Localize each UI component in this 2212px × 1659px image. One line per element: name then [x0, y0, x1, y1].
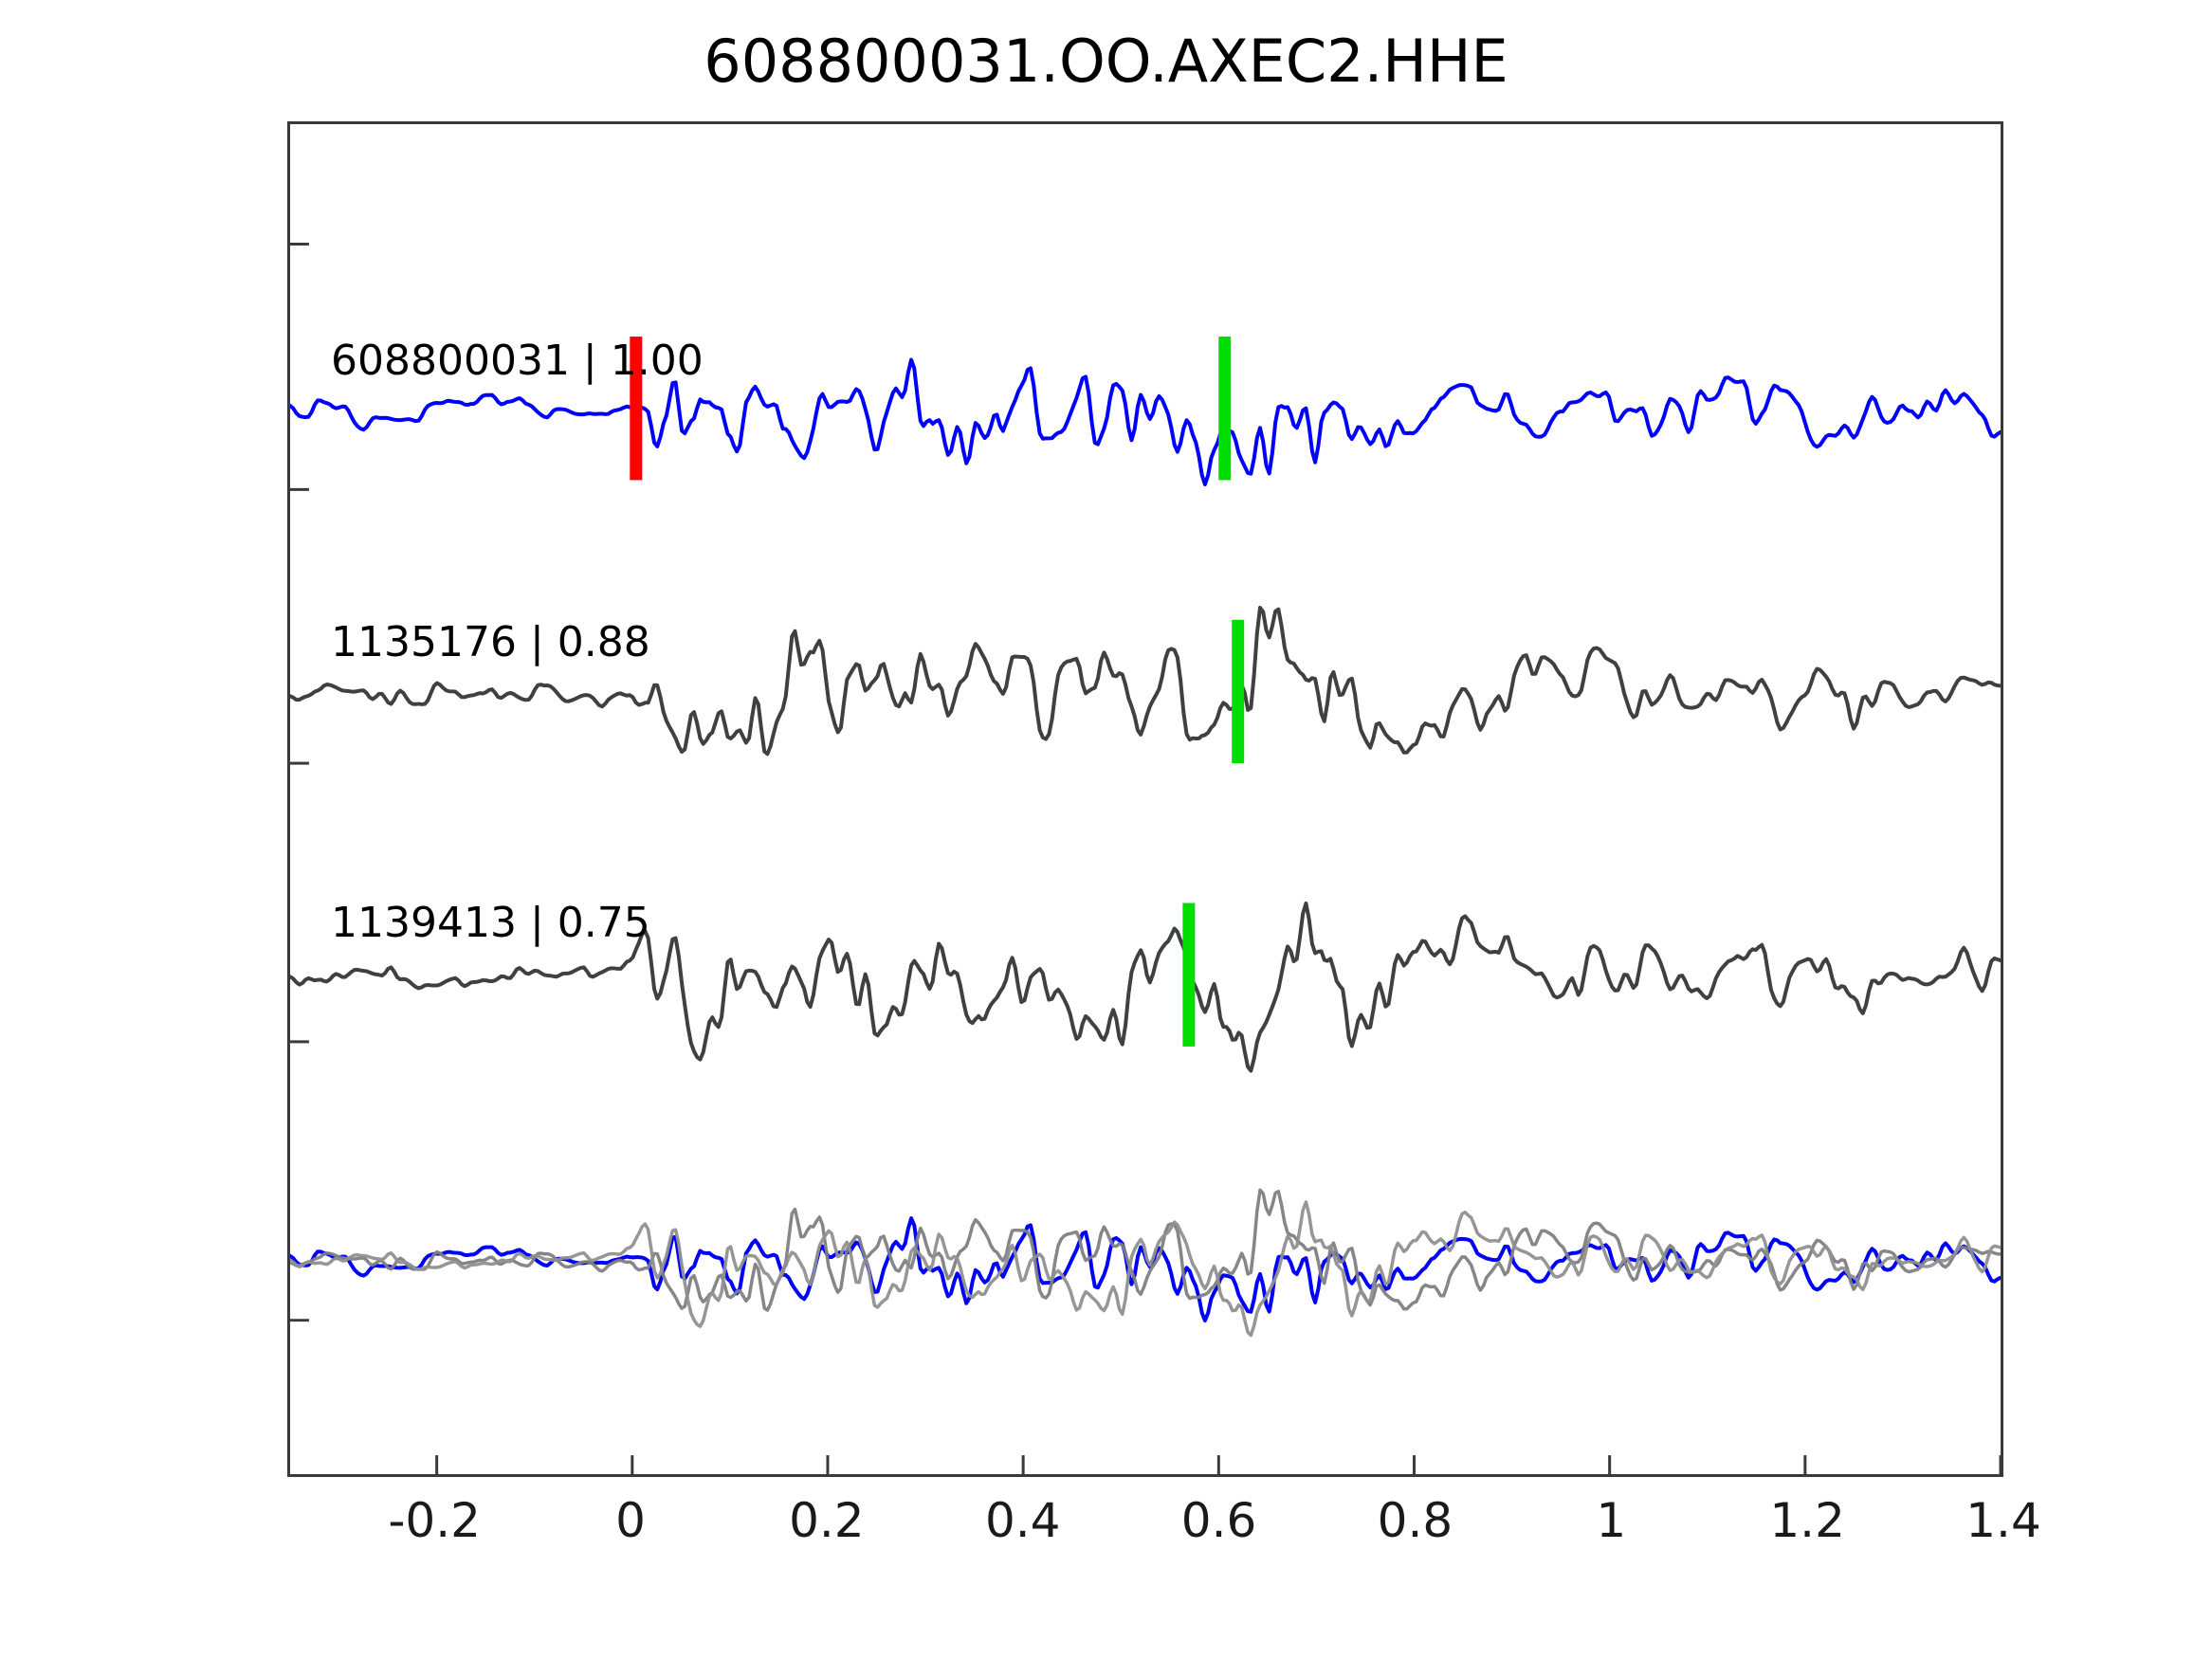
x-tick-label-3: 0.4: [984, 1493, 1061, 1548]
page-title: 608800031.OO.AXEC2.HHE: [704, 27, 1508, 96]
red-pick-trace-1: [630, 337, 643, 481]
x-tick-label-5: 0.8: [1377, 1493, 1453, 1548]
x-tick-label-0: -0.2: [388, 1493, 481, 1548]
waveform-overlay-2: [290, 1200, 2001, 1338]
green-pick-trace-1: [1218, 337, 1232, 481]
x-tick-label-8: 1.4: [1965, 1493, 2041, 1548]
trace-label-1139413: 1139413 | 0.75: [331, 899, 650, 947]
trace-label-608800031: 608800031 | 1.00: [331, 337, 704, 385]
x-tick-label-4: 0.6: [1180, 1493, 1257, 1548]
x-tick-label-7: 1.2: [1769, 1493, 1845, 1548]
waveform-panel-608800031: [290, 357, 2001, 487]
waveform-overlay-0: [290, 1216, 2001, 1323]
green-pick-trace-3: [1182, 902, 1196, 1047]
green-pick-trace-2: [1232, 619, 1245, 764]
plot-area: [287, 121, 2003, 1477]
trace-label-1135176: 1135176 | 0.88: [331, 618, 650, 666]
x-tick-label-6: 1: [1596, 1493, 1627, 1548]
waveform-canvas: [290, 242, 2001, 1474]
x-tick-label-1: 0: [615, 1493, 646, 1548]
x-tick-label-2: 0.2: [789, 1493, 865, 1548]
waveform-panel-1135176: [290, 605, 2001, 757]
waveform-panel-1139413: [290, 901, 2001, 1073]
